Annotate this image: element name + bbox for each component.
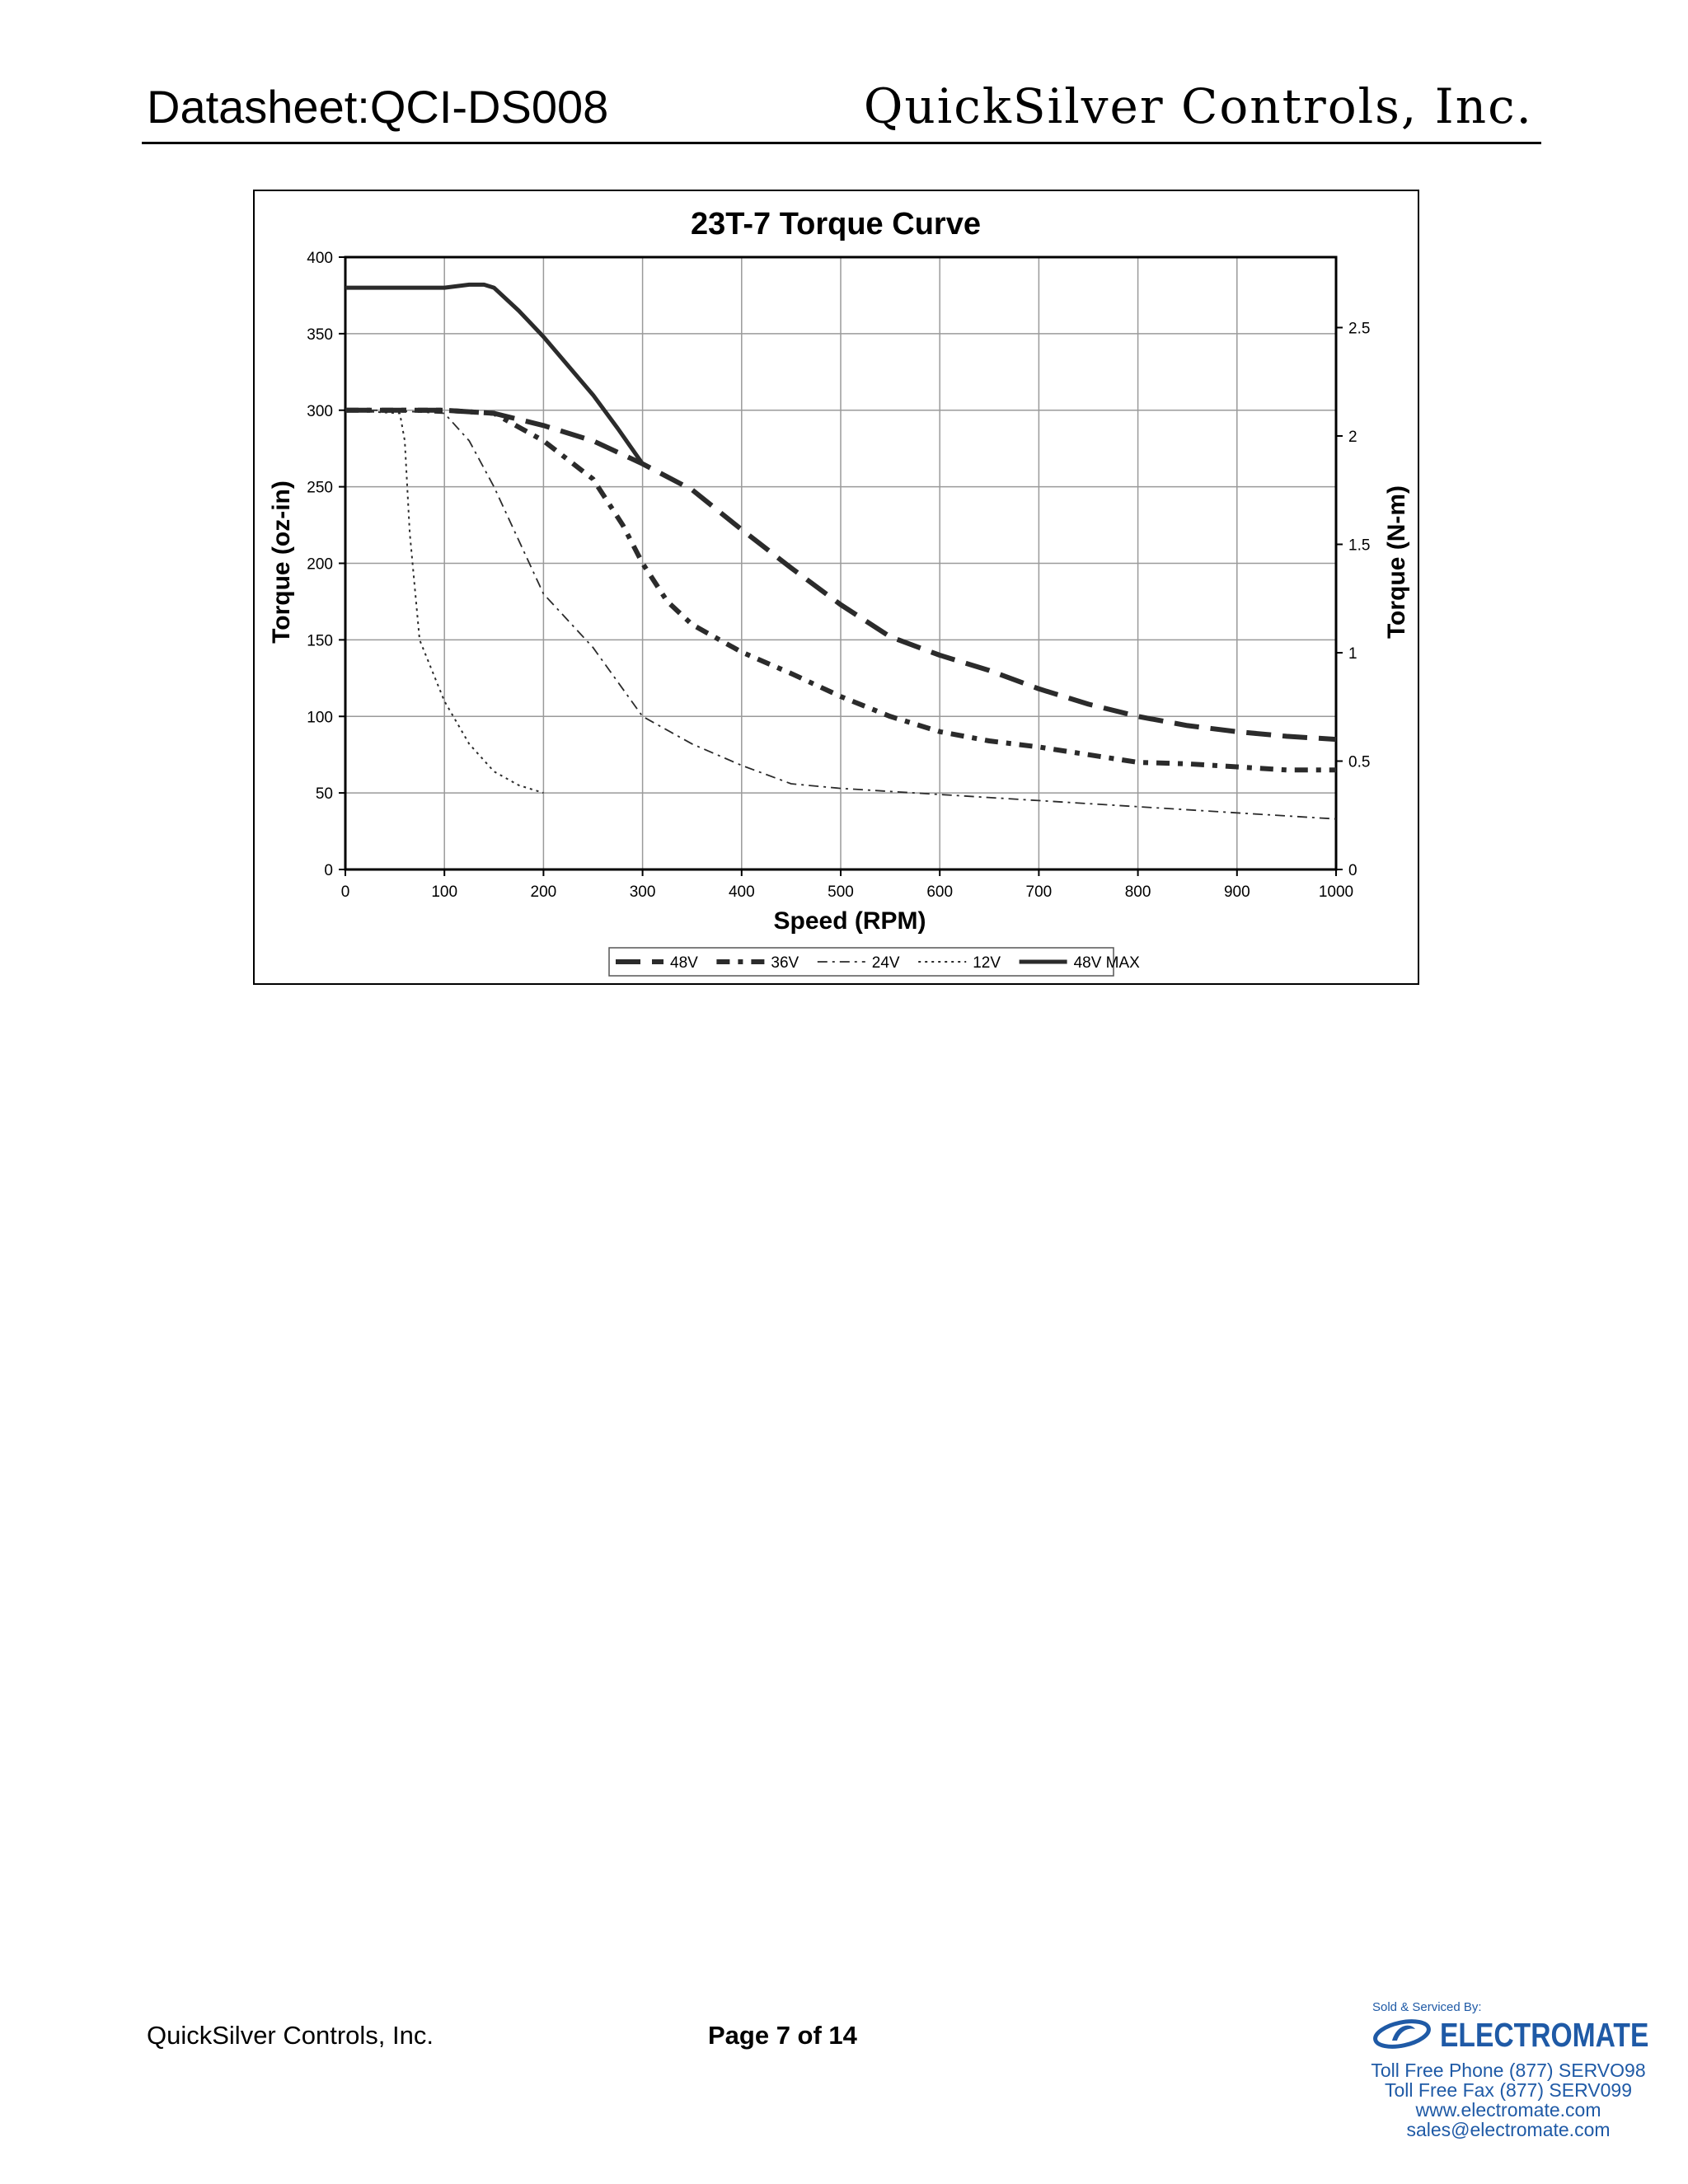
- y-tick-label: 250: [307, 480, 333, 497]
- legend-label: 36V: [771, 954, 799, 972]
- axes: 0 100 200 300 400 500 600 700 800 900 1000 0 50 100 15…: [307, 250, 1370, 901]
- x-tick-label: 1000: [1319, 883, 1353, 901]
- footer-company: QuickSilver Controls, Inc.: [147, 2021, 434, 2050]
- y2-tick-label: 2: [1348, 429, 1357, 446]
- y2-axis-title: Torque (N-m): [1383, 485, 1410, 639]
- chart-canvas: 23T-7 Torque Curve 0 100 200 300 400 500 600 70…: [268, 207, 1410, 977]
- y-tick-label: 150: [307, 632, 333, 649]
- y-tick-label: 0: [324, 862, 333, 879]
- series-line-4: [345, 409, 544, 794]
- y2-tick-label: 2.5: [1348, 320, 1370, 337]
- y-tick-label: 50: [316, 785, 333, 803]
- company-brand: QuickSilver Controls, Inc.: [863, 78, 1533, 134]
- y2-tick-label: 0: [1348, 862, 1357, 879]
- distributor-name: ELECTROMATE: [1440, 2016, 1649, 2054]
- y2-tick-label: 1.5: [1348, 537, 1370, 554]
- torque-chart: 23T-7 Torque Curve 0 100 200 300 400 500 600 70…: [253, 190, 1419, 985]
- x-tick-label: 800: [1125, 883, 1151, 901]
- x-tick-label: 200: [531, 883, 557, 901]
- series-line-1: [345, 407, 1337, 743]
- x-tick-label: 300: [630, 883, 656, 901]
- sold-by-label: Sold & Serviced By:: [1372, 2000, 1482, 2014]
- contact-email[interactable]: sales@electromate.com: [1406, 2119, 1611, 2140]
- page-number: Page 7 of 14: [708, 2021, 857, 2050]
- axis-labels: Speed (RPM) Torque (oz-in) Torque (N-m): [268, 480, 1410, 935]
- plot-area-border: [344, 255, 1338, 871]
- grid-lines: [345, 256, 1337, 870]
- contact-phone: Toll Free Phone (877) SERVO98: [1371, 2060, 1646, 2081]
- distributor-logo: ELECTROMATE: [1372, 2016, 1653, 2054]
- contact-website[interactable]: www.electromate.com: [1415, 2099, 1601, 2121]
- x-tick-label: 100: [431, 883, 457, 901]
- page-header: Datasheet:QCI-DS008 QuickSilver Controls…: [142, 76, 1541, 144]
- series-line-3: [345, 409, 1337, 820]
- x-axis-title: Speed (RPM): [773, 907, 926, 935]
- series-lines: [345, 282, 1337, 820]
- distributor-contact: Toll Free Phone (877) SERVO98 Toll Free …: [1343, 2060, 1673, 2139]
- y-tick-label: 350: [307, 326, 333, 344]
- legend-label: 48V: [670, 954, 698, 972]
- electromate-swoosh-icon: [1373, 2019, 1431, 2049]
- chart-legend: 48V 36V 24V 12V 48V MAX: [608, 947, 1141, 977]
- y-tick-label: 400: [307, 250, 333, 267]
- x-tick-label: 400: [729, 883, 755, 901]
- x-tick-label: 600: [926, 883, 953, 901]
- series-line-2: [345, 407, 1336, 773]
- contact-fax: Toll Free Fax (877) SERV099: [1385, 2079, 1632, 2101]
- series-line-5: [345, 282, 645, 466]
- y-tick-label: 300: [307, 403, 333, 420]
- legend-label: 12V: [973, 954, 1001, 972]
- legend-label: 48V MAX: [1074, 954, 1141, 972]
- y-axis-title: Torque (oz-in): [268, 480, 295, 644]
- y2-tick-label: 1: [1348, 645, 1357, 663]
- x-tick-label: 0: [341, 883, 350, 901]
- x-tick-label: 700: [1026, 883, 1053, 901]
- chart-title: 23T-7 Torque Curve: [691, 207, 981, 241]
- x-tick-label: 900: [1224, 883, 1250, 901]
- y-tick-label: 100: [307, 709, 333, 726]
- y-tick-label: 200: [307, 556, 333, 574]
- x-tick-label: 500: [828, 883, 854, 901]
- legend-label: 24V: [872, 954, 900, 972]
- datasheet-id: Datasheet:QCI-DS008: [147, 81, 609, 133]
- y2-tick-label: 0.5: [1348, 753, 1370, 771]
